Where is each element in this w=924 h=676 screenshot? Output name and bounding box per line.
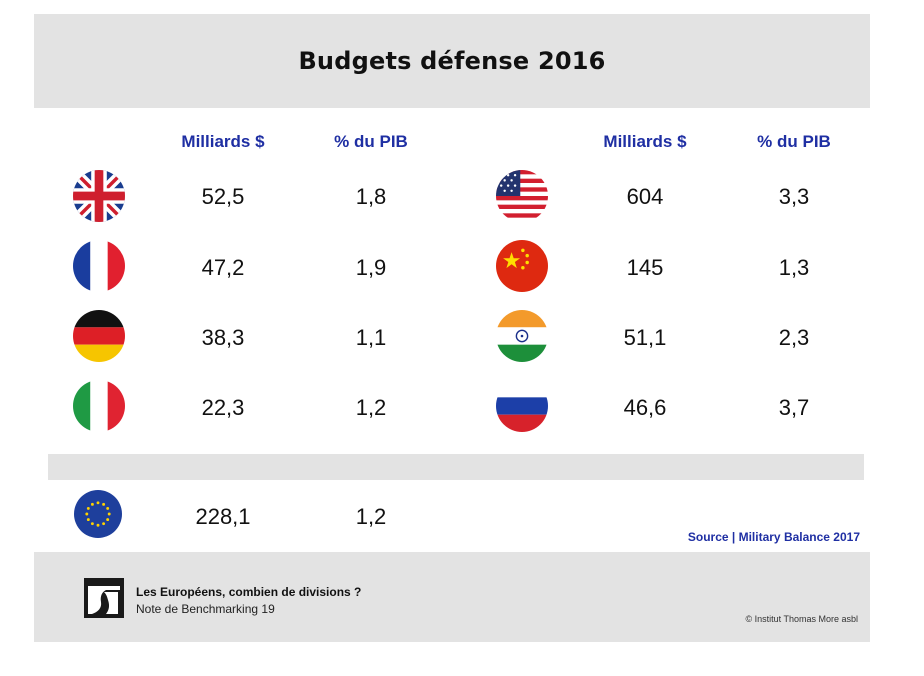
russia-flag-icon bbox=[496, 380, 548, 432]
header-right-gdp: % du PIB bbox=[757, 132, 831, 151]
italy-gdp: 1,2 bbox=[355, 395, 387, 420]
india-billions: 51,1 bbox=[623, 325, 667, 350]
france-billions: 47,2 bbox=[201, 255, 245, 280]
france-gdp: 1,9 bbox=[355, 255, 387, 280]
source-note: Source | Military Balance 2017 bbox=[687, 530, 860, 544]
russia-billions: 46,6 bbox=[623, 395, 667, 420]
uk-billions: 52,5 bbox=[201, 184, 245, 209]
united-kingdom-flag-icon bbox=[73, 170, 125, 222]
china-billions: 145 bbox=[626, 255, 664, 280]
germany-billions: 38,3 bbox=[201, 325, 245, 350]
italy-flag-icon bbox=[73, 380, 125, 432]
china-flag-icon bbox=[496, 240, 548, 292]
china-gdp: 1,3 bbox=[778, 255, 810, 280]
germany-gdp: 1,1 bbox=[355, 325, 387, 350]
page-title: Budgets défense 2016 bbox=[298, 47, 606, 75]
italy-billions: 22,3 bbox=[201, 395, 245, 420]
copyright-text: © Institut Thomas More asbl bbox=[745, 614, 858, 624]
institute-logo-icon bbox=[84, 578, 124, 618]
footer-title: Les Européens, combien de divisions ? bbox=[136, 585, 362, 599]
footer-panel bbox=[34, 552, 870, 642]
eu-billions: 228,1 bbox=[195, 504, 251, 529]
title-bar: Budgets défense 2016 bbox=[34, 14, 870, 108]
european-union-flag-icon bbox=[74, 490, 122, 538]
france-flag-icon bbox=[73, 240, 125, 292]
footer-subtitle: Note de Benchmarking 19 bbox=[136, 602, 275, 616]
united-states-flag-icon bbox=[496, 170, 548, 222]
russia-gdp: 3,7 bbox=[778, 395, 810, 420]
germany-flag-icon bbox=[73, 310, 125, 362]
india-flag-icon bbox=[496, 310, 548, 362]
infographic-card bbox=[34, 14, 870, 642]
usa-billions: 604 bbox=[626, 184, 664, 209]
header-left-gdp: % du PIB bbox=[334, 132, 408, 151]
section-divider bbox=[48, 454, 864, 480]
eu-gdp: 1,2 bbox=[355, 504, 387, 529]
usa-gdp: 3,3 bbox=[778, 184, 810, 209]
uk-gdp: 1,8 bbox=[355, 184, 387, 209]
india-gdp: 2,3 bbox=[778, 325, 810, 350]
header-left-billions: Milliards $ bbox=[181, 132, 265, 151]
header-right-billions: Milliards $ bbox=[603, 132, 687, 151]
